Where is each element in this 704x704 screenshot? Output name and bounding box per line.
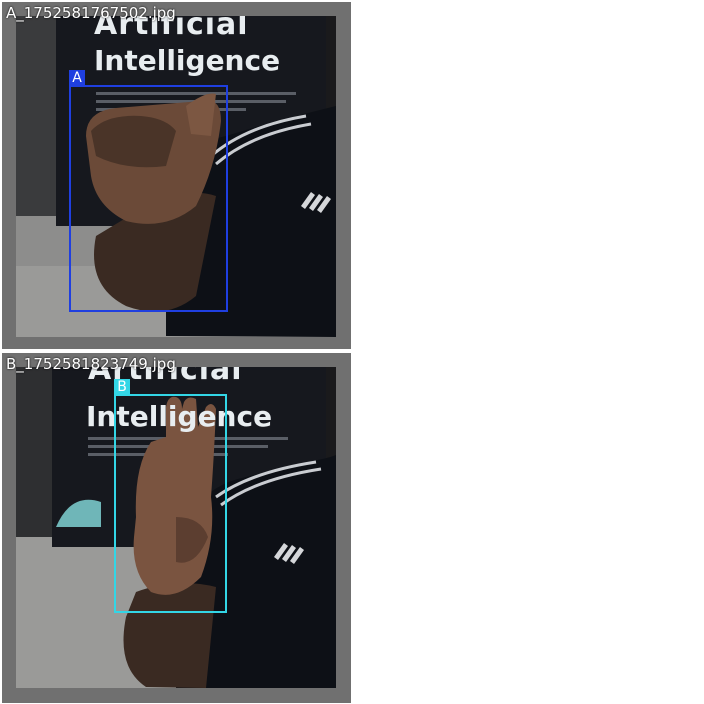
bounding-box-b: B <box>114 379 227 613</box>
photo-b-scene <box>16 367 336 688</box>
photo-a-scene <box>16 16 336 337</box>
bounding-box-label-b: B <box>114 379 130 395</box>
image-tile-b: Artificial Intelligence B B_175258182374… <box>2 353 351 703</box>
banner-text-line2: Intelligence <box>86 400 273 433</box>
image-tile-a: Artificial Intelligence A A_175258176750… <box>2 2 351 349</box>
bounding-box-a: A <box>69 70 228 312</box>
filename-label-a: A_1752581767502.jpg <box>6 4 176 22</box>
photo-b: Artificial Intelligence <box>16 367 336 688</box>
banner-text-line1: Artificial <box>94 16 249 42</box>
banner-text-line2: Intelligence <box>94 44 281 77</box>
filename-label-b: B_1752581823749.jpg <box>6 355 176 373</box>
bounding-box-label-a: A <box>69 70 85 86</box>
photo-a: Artificial Intelligence <box>16 16 336 337</box>
